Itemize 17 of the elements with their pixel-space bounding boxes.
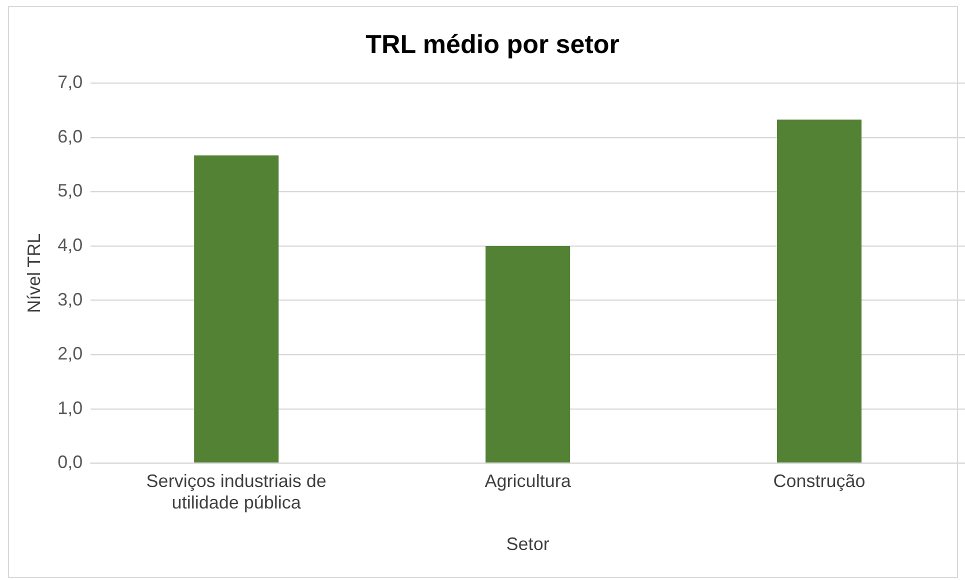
y-tick-label: 2,0 [58, 344, 83, 364]
x-tick-label: Construção [773, 470, 866, 491]
y-tick-label: 7,0 [58, 72, 83, 92]
y-tick-label: 3,0 [58, 289, 83, 310]
y-axis-title: Nível TRL [24, 233, 44, 314]
y-tick-label: 5,0 [58, 180, 83, 201]
y-tick-label: 4,0 [58, 235, 83, 256]
chart-title: TRL médio por setor [366, 28, 620, 59]
x-tick-label: Serviços industriais de utilidade pública [146, 470, 326, 513]
y-tick-label: 0,0 [58, 452, 83, 472]
x-axis-title: Setor [506, 534, 550, 554]
y-tick-label: 1,0 [58, 398, 83, 418]
bar [194, 155, 279, 463]
bar [777, 120, 862, 463]
x-tick-label: Agricultura [484, 470, 572, 491]
y-tick-label: 6,0 [58, 126, 83, 146]
bar [486, 246, 570, 463]
